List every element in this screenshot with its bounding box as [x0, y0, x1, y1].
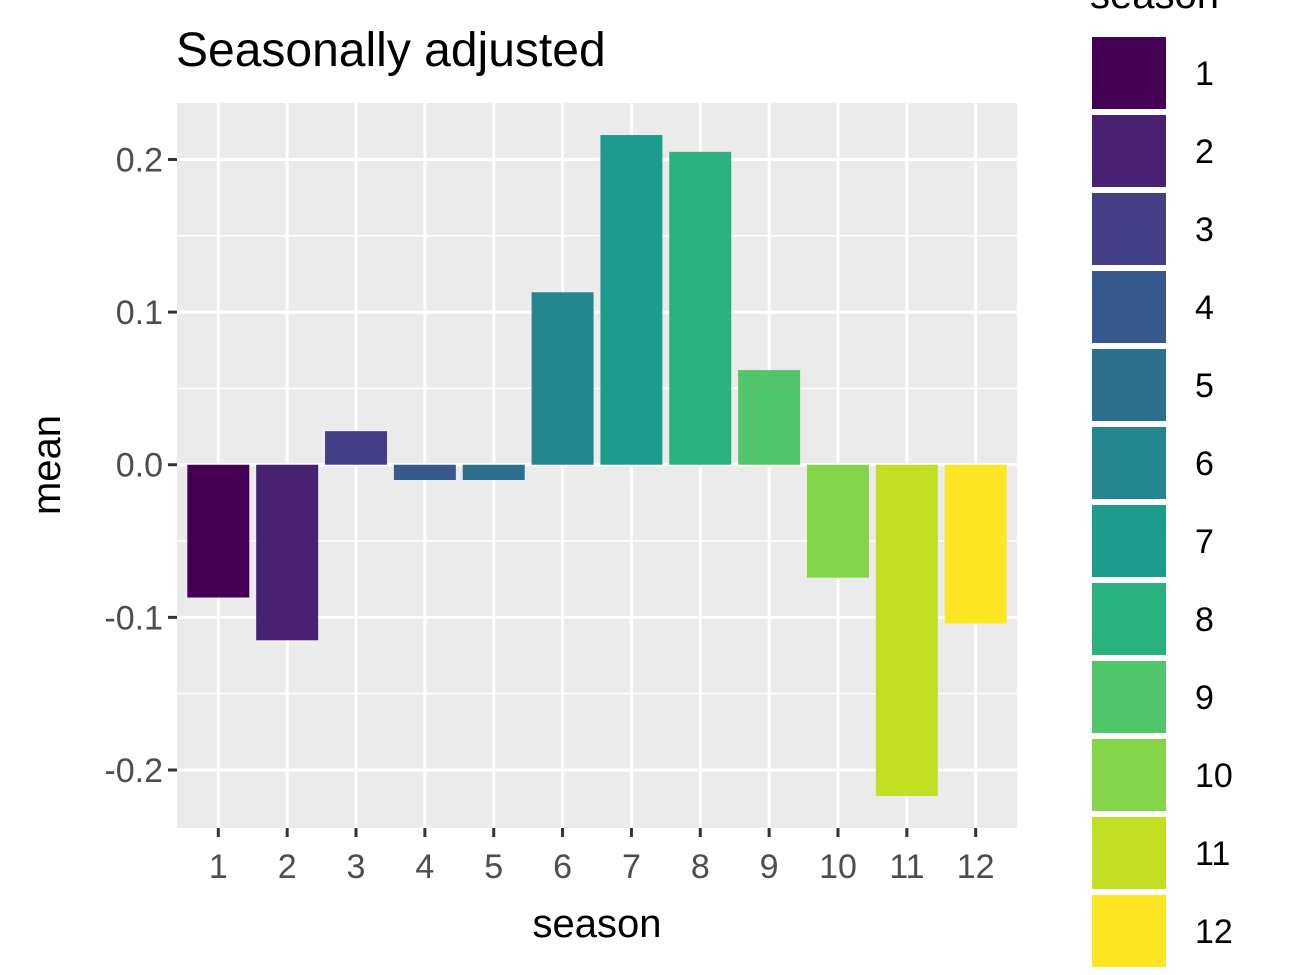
legend-key-6: [1092, 427, 1166, 499]
x-axis-title: season: [533, 902, 662, 946]
legend-label: 12: [1195, 913, 1233, 951]
legend-key-4: [1092, 271, 1166, 343]
x-tick-label: 3: [347, 848, 366, 886]
legend-label: 9: [1195, 679, 1214, 717]
bar-season-8: [669, 151, 732, 465]
y-tick-label: 0.2: [116, 141, 163, 179]
bar-season-10: [807, 464, 869, 578]
legend-key-7: [1092, 505, 1166, 577]
x-tick-label: 9: [760, 848, 779, 886]
legend-key-2: [1092, 115, 1166, 187]
x-tick-label: 12: [957, 848, 995, 886]
legend-label: 6: [1195, 445, 1214, 483]
x-tick-label: 2: [278, 848, 297, 886]
bar-season-12: [944, 464, 1007, 624]
legend-label: 10: [1195, 757, 1233, 795]
legend-key-11: [1092, 817, 1166, 889]
bar-season-6: [531, 292, 594, 465]
x-tick-label: 5: [484, 848, 503, 886]
y-tick-label: 0.1: [116, 294, 163, 332]
bar-season-5: [462, 464, 525, 480]
x-tick-label: 4: [415, 848, 434, 886]
legend-label: 7: [1195, 523, 1214, 561]
x-tick-label: 10: [819, 848, 857, 886]
bar-season-1: [187, 464, 250, 598]
legend-key-3: [1092, 193, 1166, 265]
bar-season-11: [875, 464, 938, 796]
y-tick-label: 0.0: [116, 447, 163, 485]
legend-key-8: [1092, 583, 1166, 655]
legend-key-10: [1092, 739, 1166, 811]
legend-title: season: [1090, 0, 1219, 17]
legend-label: 8: [1195, 601, 1214, 639]
legend-key-9: [1092, 661, 1166, 733]
legend-key-1: [1092, 37, 1166, 109]
x-tick-label: 7: [622, 848, 641, 886]
legend-label: 5: [1195, 367, 1214, 405]
x-tick-label: 11: [889, 848, 924, 886]
y-axis-title: mean: [25, 415, 69, 515]
bar-season-3: [325, 431, 387, 465]
y-tick-label: -0.2: [104, 752, 163, 790]
bar-season-4: [393, 464, 456, 480]
y-tick-label: -0.1: [104, 599, 163, 637]
legend-label: 3: [1195, 211, 1214, 249]
legend-label: 1: [1195, 55, 1214, 93]
bar-season-7: [600, 135, 663, 465]
legend-label: 4: [1195, 289, 1214, 327]
x-tick-label: 1: [209, 848, 228, 886]
x-tick-label: 6: [553, 848, 572, 886]
legend-label: 11: [1195, 835, 1230, 873]
x-tick-label: 8: [691, 848, 710, 886]
bar-season-9: [738, 370, 801, 465]
bar-season-2: [256, 464, 319, 641]
legend-key-5: [1092, 349, 1166, 421]
chart-title: Seasonally adjusted: [176, 24, 606, 77]
legend-label: 2: [1195, 133, 1214, 171]
legend-key-12: [1092, 895, 1166, 967]
